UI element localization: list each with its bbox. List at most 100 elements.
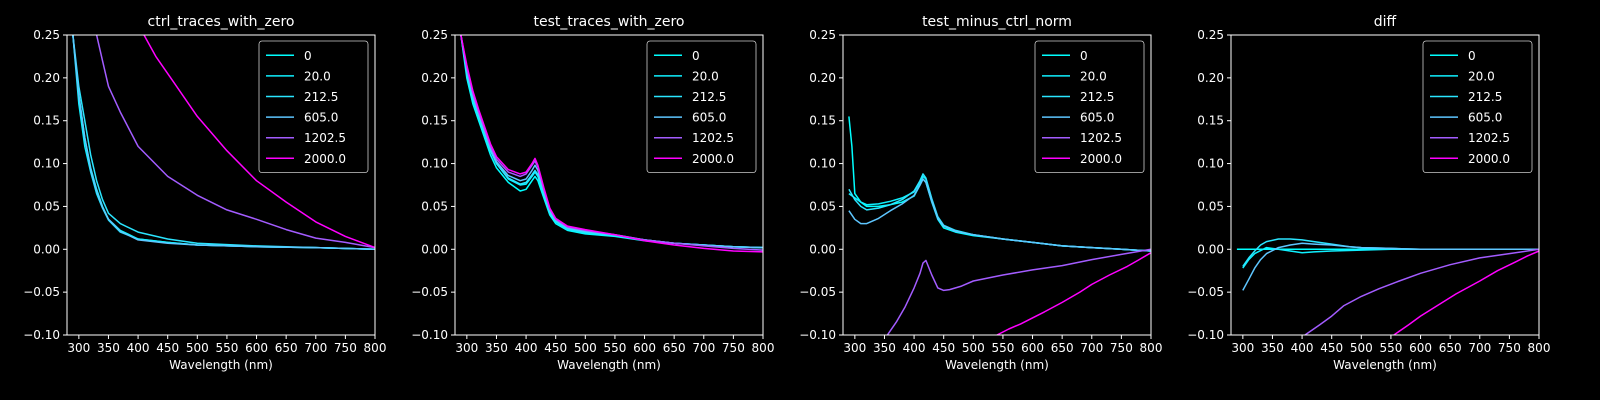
series-group <box>72 35 375 251</box>
legend-label: 2000.0 <box>1468 152 1510 166</box>
y-tick-label: 0.05 <box>1197 199 1224 213</box>
series-line-212.5 <box>72 35 375 251</box>
legend: 0 20.0 212.5 605.0 1202.5 2000.0 <box>646 40 757 174</box>
legend-label: 212.5 <box>692 90 726 104</box>
x-tick-label: 750 <box>1498 341 1521 355</box>
x-tick-label: 350 <box>1261 341 1284 355</box>
x-tick-label: 500 <box>574 341 597 355</box>
y-tick-label: 0.25 <box>33 28 60 42</box>
x-tick-label: 500 <box>186 341 209 355</box>
legend-label: 605.0 <box>1080 111 1114 125</box>
series-line-1202.5 <box>1304 248 1539 335</box>
series-line-605.0 <box>1242 242 1539 291</box>
legend-box <box>1422 40 1533 174</box>
y-tick-label: 0.25 <box>421 28 448 42</box>
legend-box <box>646 40 757 174</box>
y-tick-label: 0.15 <box>809 114 836 128</box>
legend-label: 605.0 <box>304 111 338 125</box>
x-tick-label: 300 <box>1231 341 1254 355</box>
series-line-605.0 <box>848 178 1151 252</box>
y-tick-label: −0.05 <box>411 285 448 299</box>
legend-label: 2000.0 <box>1080 152 1122 166</box>
legend-label: 2000.0 <box>692 152 734 166</box>
chart-panel-2: test_traces_with_zero 300 350 400 450 500 550 6… <box>411 14 774 372</box>
x-tick-label: 300 <box>455 341 478 355</box>
x-tick-label: 800 <box>364 341 387 355</box>
legend-label: 20.0 <box>304 69 331 83</box>
series-line-1202.5 <box>886 248 1151 335</box>
series-line-2000.0 <box>460 35 763 253</box>
plot-frame <box>1230 34 1540 336</box>
series-line-2000.0 <box>996 252 1151 335</box>
legend-label: 0 <box>1080 49 1088 63</box>
y-tick-label: 0.10 <box>421 157 448 171</box>
x-tick-label: 650 <box>1439 341 1462 355</box>
series-line-1202.5 <box>95 35 375 249</box>
legend-label: 212.5 <box>1468 90 1502 104</box>
series-group <box>1236 238 1539 335</box>
y-tick-label: −0.05 <box>23 285 60 299</box>
legend-box <box>258 40 369 174</box>
y-tick-label: 0.20 <box>421 71 448 85</box>
series-group <box>460 35 763 253</box>
y-tick-label: 0.10 <box>1197 157 1224 171</box>
y-tick-label: 0.10 <box>809 157 836 171</box>
x-tick-label: 700 <box>692 341 715 355</box>
legend-label: 20.0 <box>1468 69 1495 83</box>
series-line-2000.0 <box>143 35 375 249</box>
legend-label: 20.0 <box>692 69 719 83</box>
legend-label: 605.0 <box>1468 111 1502 125</box>
y-tick-label: 0.20 <box>809 71 836 85</box>
x-tick-label: 700 <box>1080 341 1103 355</box>
chart-panel-3: test_minus_ctrl_norm 300 350 400 450 500 550 60… <box>799 14 1162 372</box>
y-tick-label: 0.00 <box>33 242 60 256</box>
plot-frame <box>842 34 1152 336</box>
legend-label: 1202.5 <box>304 131 346 145</box>
y-tick-label: 0.00 <box>809 242 836 256</box>
y-tick-label: −0.10 <box>23 328 60 342</box>
y-tick-label: 0.15 <box>33 114 60 128</box>
legend-label: 1202.5 <box>692 131 734 145</box>
x-tick-label: 350 <box>485 341 508 355</box>
legend-label: 0 <box>304 49 312 63</box>
legend-label: 212.5 <box>1080 90 1114 104</box>
x-tick-label: 550 <box>603 341 626 355</box>
legend-label: 605.0 <box>692 111 726 125</box>
x-tick-label: 350 <box>97 341 120 355</box>
y-tick-label: 0.20 <box>33 71 60 85</box>
y-tick-label: 0.00 <box>421 242 448 256</box>
chart-panel-1: ctrl_traces_with_zero 300 350 400 450 500 550 6… <box>23 14 386 372</box>
legend: 0 20.0 212.5 605.0 1202.5 2000.0 <box>1422 40 1533 174</box>
x-tick-label: 800 <box>1140 341 1163 355</box>
legend-label: 2000.0 <box>304 152 346 166</box>
y-tick-label: 0.15 <box>421 114 448 128</box>
x-tick-label: 600 <box>633 341 656 355</box>
chart-title: ctrl_traces_with_zero <box>148 14 295 30</box>
x-tick-label: 550 <box>215 341 238 355</box>
x-tick-label: 400 <box>515 341 538 355</box>
y-tick-label: 0.10 <box>33 157 60 171</box>
y-tick-label: −0.05 <box>1187 285 1224 299</box>
x-tick-label: 450 <box>544 341 567 355</box>
y-tick-label: −0.10 <box>411 328 448 342</box>
plot-frame <box>66 34 376 336</box>
legend-box <box>1034 40 1145 174</box>
chart-panel-4: diff 300 350 400 450 500 550 600 650 700 750 800 −0.… <box>1187 14 1550 372</box>
legend-label: 0 <box>1468 49 1476 63</box>
x-tick-label: 600 <box>245 341 268 355</box>
x-tick-label: 400 <box>903 341 926 355</box>
y-tick-label: −0.10 <box>799 328 836 342</box>
x-tick-label: 350 <box>873 341 896 355</box>
x-tick-label: 400 <box>127 341 150 355</box>
legend-label: 1202.5 <box>1080 131 1122 145</box>
legend-label: 20.0 <box>1080 69 1107 83</box>
chart-title: test_traces_with_zero <box>534 14 685 30</box>
x-tick-label: 500 <box>962 341 985 355</box>
x-tick-label: 800 <box>1528 341 1551 355</box>
legend-label: 0 <box>692 49 700 63</box>
y-tick-label: −0.10 <box>1187 328 1224 342</box>
x-tick-label: 700 <box>304 341 327 355</box>
legend: 0 20.0 212.5 605.0 1202.5 2000.0 <box>1034 40 1145 174</box>
x-tick-label: 800 <box>752 341 775 355</box>
